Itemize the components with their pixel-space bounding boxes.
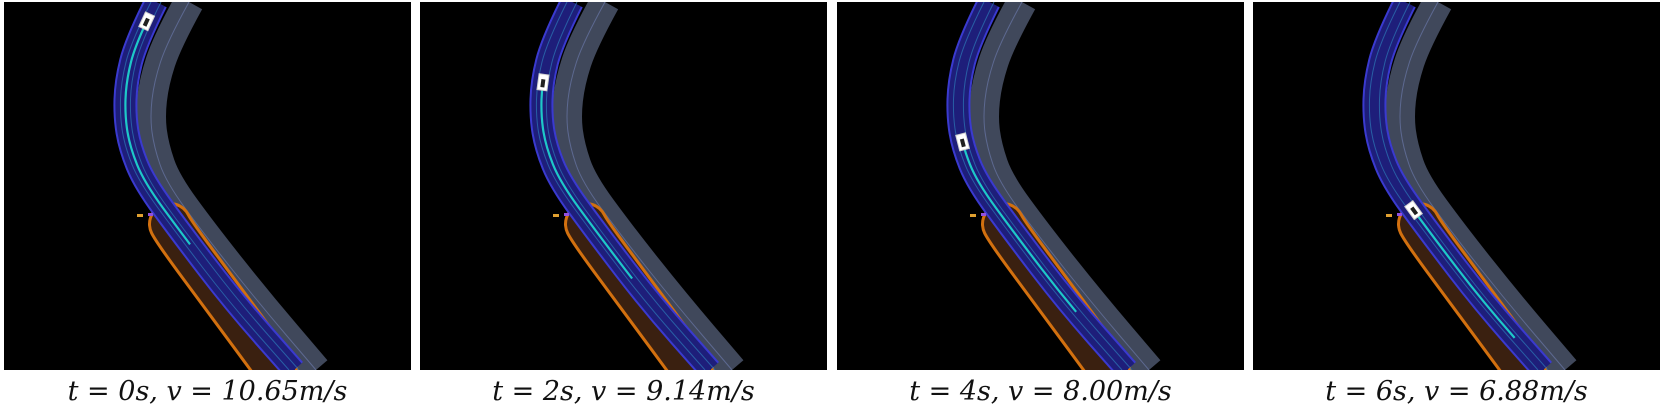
lane-line-left [952,2,1123,370]
frame-caption-2: t = 2s, v = 9.14m/s [492,376,755,407]
obstacle-marker [970,214,976,217]
lane-line-left [119,2,290,370]
frame-caption-4: t = 6s, v = 6.88m/s [1325,376,1588,407]
driving-scene [529,2,744,370]
ego-vehicle-window [142,17,150,27]
ego-vehicle [536,73,550,92]
frame-panel-1 [4,2,411,370]
ego-vehicle [955,132,971,152]
driving-scene [946,2,1161,370]
frame-caption-1: t = 0s, v = 10.65m/s [67,376,348,407]
ego-vehicle-window [540,79,546,88]
ego-vehicle-window [959,138,966,148]
frame-panel-4 [1253,2,1660,370]
obstacle-marker [137,214,143,217]
planned-trajectory [1373,2,1544,370]
planned-trajectory [124,2,295,370]
ego-vehicle [138,11,156,32]
frame-panel-3 [837,2,1244,370]
obstacle-marker [1397,213,1402,216]
obstacle-marker [148,213,153,216]
adjacent-lane-center-line [150,2,317,370]
lane-line-right [1378,2,1549,370]
adjacent-lane-center-line [1399,2,1566,370]
lane-line-left [1368,2,1539,370]
frame-panel-2 [420,2,827,370]
obstacle-marker [981,213,986,216]
planned-trajectory [540,2,711,370]
obstacle-marker [553,214,559,217]
lane-line-left [535,2,706,370]
driving-scene [1362,2,1577,370]
lane-line-right [545,2,716,370]
adjacent-lane-center-line [566,2,733,370]
lane-line-right [962,2,1133,370]
planned-trajectory [957,2,1128,370]
ego-vehicle-window [1410,206,1419,216]
adjacent-lane-center-line [983,2,1150,370]
obstacle-marker [564,213,569,216]
frame-caption-3: t = 4s, v = 8.00m/s [909,376,1172,407]
obstacle-marker [1386,214,1392,217]
driving-scene [113,2,328,370]
ego-vehicle [1404,199,1423,221]
lane-line-right [129,2,300,370]
